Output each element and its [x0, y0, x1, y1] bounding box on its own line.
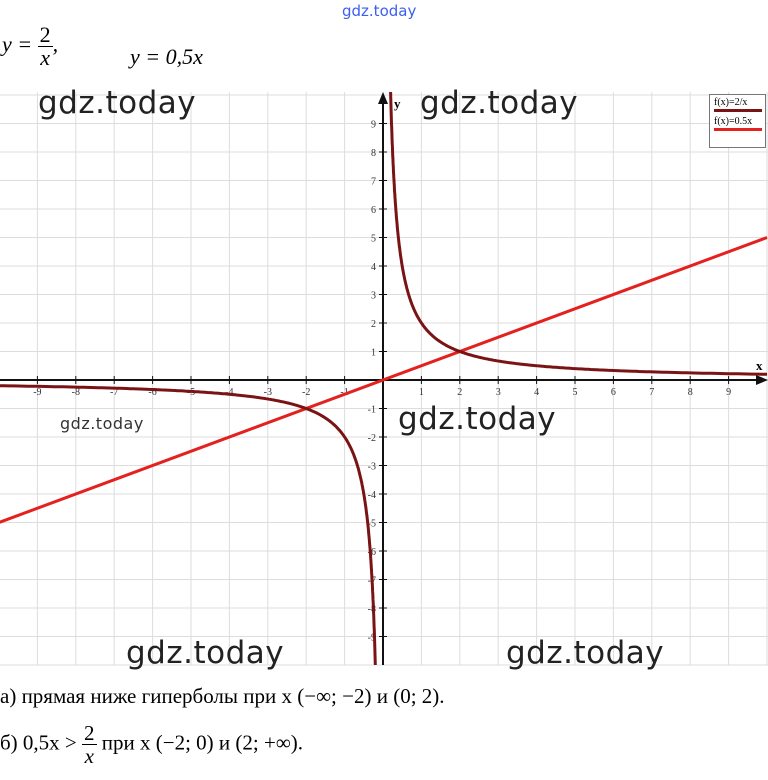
x-tick-label: -6	[148, 387, 156, 398]
series-hyperbola-positive-branch	[389, 91, 768, 376]
y-tick-label: 8	[371, 148, 376, 159]
numerator: 2	[82, 721, 97, 745]
watermark: gdz.today	[506, 635, 665, 671]
y-tick-label: 2	[371, 319, 376, 330]
denominator: x	[40, 45, 50, 70]
series-hyperbola-negative-branch	[0, 384, 377, 666]
x-axis-label: x	[756, 358, 763, 373]
watermark: gdz.today	[60, 414, 144, 433]
y-tick-label: -2	[368, 433, 376, 444]
legend: f(x)=2/x f(x)=0.5x	[709, 94, 766, 148]
x-tick-label: -7	[110, 387, 118, 398]
formula-lhs: y =	[2, 31, 33, 57]
watermark: gdz.today	[38, 85, 197, 121]
watermark: gdz.today	[398, 401, 557, 437]
y-tick-label: -5	[368, 519, 376, 530]
x-tick-label: -9	[33, 387, 41, 398]
x-tick-label: 1	[419, 387, 424, 398]
legend-swatch-line	[714, 128, 762, 131]
x-axis-arrow	[756, 375, 768, 385]
series-line-0.5x	[0, 236, 768, 524]
answer-b-suffix: при x (−2; 0) и (2; +∞).	[96, 730, 304, 755]
x-tick-label: 9	[726, 387, 731, 398]
y-tick-label: 5	[371, 234, 376, 245]
formula-line: y = 0,5x	[130, 44, 203, 69]
x-tick-label: 2	[457, 387, 462, 398]
y-tick-label: 1	[371, 348, 376, 359]
y-tick-label: 7	[371, 177, 376, 188]
legend-label-line: f(x)=0.5x	[714, 116, 753, 127]
y-tick-label: -9	[368, 633, 376, 644]
y-tick-label: 4	[371, 262, 376, 273]
x-tick-label: 8	[688, 387, 693, 398]
y-axis-arrow	[378, 92, 388, 104]
x-tick-label: -1	[340, 387, 348, 398]
y-tick-label: -8	[368, 604, 376, 615]
x-tick-label: 4	[534, 387, 539, 398]
x-tick-label: 7	[649, 387, 654, 398]
y-tick-label: -6	[368, 547, 376, 558]
watermark: gdz.today	[420, 85, 579, 121]
numerator: 2	[37, 22, 53, 47]
x-tick-label: -4	[225, 387, 233, 398]
x-tick-label: 5	[573, 387, 578, 398]
y-tick-label: 6	[371, 205, 376, 216]
y-tick-label: -1	[368, 405, 376, 416]
x-tick-label: -8	[72, 387, 80, 398]
denominator: x	[84, 744, 94, 768]
answer-a: а) прямая ниже гиперболы при x (−∞; −2) …	[0, 684, 445, 708]
y-tick-label: 9	[371, 120, 376, 131]
y-tick-label: -4	[368, 490, 376, 501]
watermark: gdz.today	[126, 635, 285, 671]
legend-label-hyperbola: f(x)=2/x	[714, 97, 748, 108]
x-tick-label: 3	[496, 387, 501, 398]
y-tick-label: -3	[368, 462, 376, 473]
chart: xy-9 -8 -7 -6 -5 -4 -3 -2 -1 1 2 3 4 5 6 7 8 9-9-8-7-6-5-…	[0, 91, 768, 666]
legend-swatch-hyperbola	[714, 109, 762, 112]
x-tick-label: -2	[302, 387, 310, 398]
y-axis-label: y	[394, 96, 401, 111]
separator: ,	[52, 31, 59, 57]
y-tick-label: 3	[371, 291, 376, 302]
x-tick-label: 6	[611, 387, 616, 398]
x-tick-label: -3	[264, 387, 272, 398]
answer-b-prefix: б) 0,5x >	[0, 730, 77, 755]
header-watermark: gdz.today	[342, 2, 417, 20]
